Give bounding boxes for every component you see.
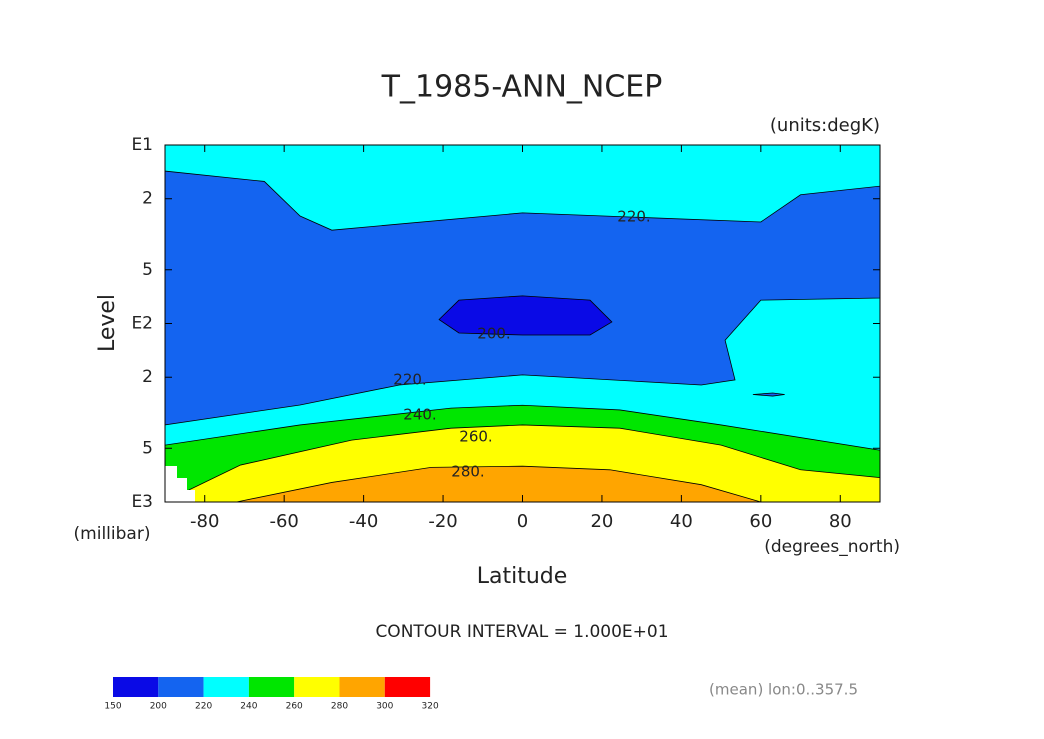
- x-tick-label: -60: [269, 511, 298, 532]
- colorbar-label: 320: [422, 702, 439, 712]
- colorbar-label: 240: [240, 702, 257, 712]
- colorbar-label: 260: [286, 702, 303, 712]
- contour-region: [438, 295, 613, 336]
- x-tick-label: 20: [590, 511, 613, 532]
- colorbar-label: 280: [331, 702, 348, 712]
- contour-label: 200.: [477, 325, 510, 343]
- x-tick-label: 80: [829, 511, 852, 532]
- x-tick-label: 60: [749, 511, 772, 532]
- units: (units:degK): [770, 115, 880, 136]
- colorbar-swatch: [158, 677, 204, 697]
- y-tick-label: E3: [131, 492, 153, 512]
- colorbar-swatch: [339, 677, 385, 697]
- y-tick-label: 5: [142, 260, 153, 280]
- contour-label: 220.: [393, 371, 426, 389]
- y-tick-label: E1: [131, 135, 153, 155]
- chart-title: T_1985-ANN_NCEP: [381, 70, 663, 105]
- colorbar-label: 200: [150, 702, 167, 712]
- x-units: (degrees_north): [764, 537, 900, 557]
- colorbar-label: 150: [104, 702, 121, 712]
- contour-label: 280.: [451, 463, 484, 481]
- colorbar-swatch: [384, 677, 431, 697]
- x-tick-label: 0: [517, 511, 528, 532]
- colorbar-swatch: [113, 677, 159, 697]
- footnote: CONTOUR INTERVAL = 1.000E+01: [375, 622, 668, 642]
- y-units: (millibar): [74, 524, 151, 544]
- contour-region: [752, 392, 785, 397]
- y-tick-label: 2: [142, 189, 153, 209]
- y-tick-label: 2: [142, 367, 153, 387]
- contour-label: 220.: [617, 208, 650, 226]
- y-tick-label: E2: [131, 314, 153, 334]
- x-tick-label: 40: [670, 511, 693, 532]
- colorbar-label: 220: [195, 702, 212, 712]
- x-axis-label: Latitude: [477, 564, 568, 589]
- x-tick-label: -80: [190, 511, 219, 532]
- colorbar-swatch: [294, 677, 340, 697]
- contour-region: [236, 465, 761, 503]
- contour-label: 260.: [459, 428, 492, 446]
- missing-data: [165, 466, 195, 502]
- x-tick-label: -40: [349, 511, 378, 532]
- x-tick-label: -20: [428, 511, 457, 532]
- y-tick-label: 5: [142, 438, 153, 458]
- colorbar-swatch: [203, 677, 249, 697]
- note: (mean) lon:0..357.5: [709, 681, 858, 699]
- y-axis-label: Level: [95, 294, 120, 352]
- colorbar-label: 300: [376, 702, 393, 712]
- colorbar-swatch: [248, 677, 295, 697]
- contour-label: 240.: [403, 406, 436, 424]
